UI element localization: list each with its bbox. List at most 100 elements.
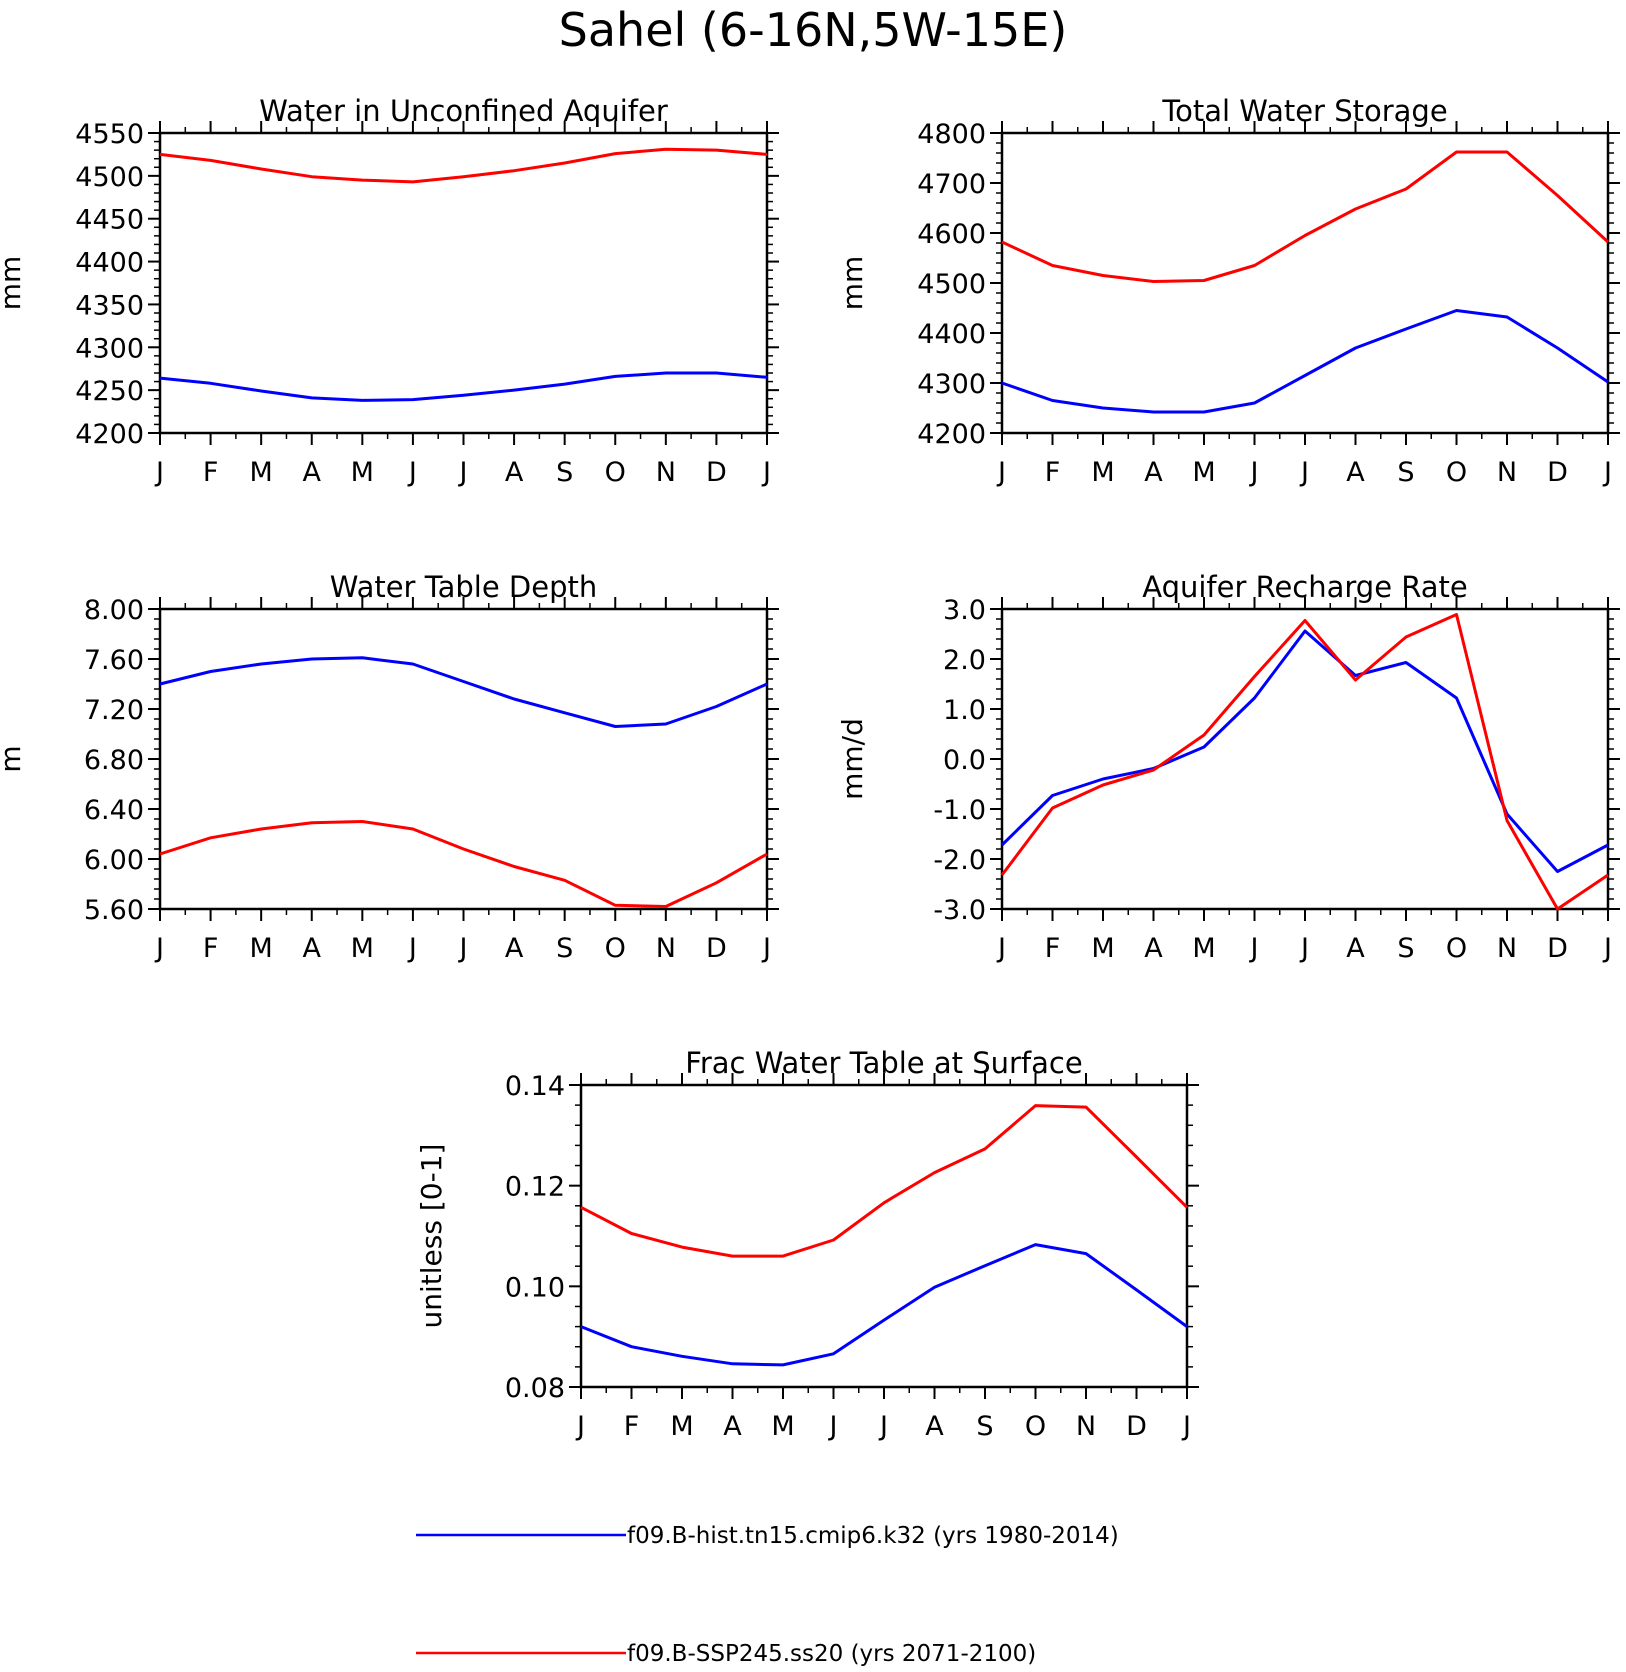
plot-frame xyxy=(158,607,769,911)
x-tick-label: J xyxy=(1602,457,1612,488)
x-tick-label: J xyxy=(761,457,771,488)
x-tick-label: A xyxy=(1144,933,1163,964)
plot-frame xyxy=(579,1083,1189,1389)
series-line xyxy=(1001,150,1610,283)
y-tick-label: 8.00 xyxy=(84,595,144,626)
y-tick-label: 4700 xyxy=(917,169,986,200)
x-tick-label: S xyxy=(1397,457,1414,488)
x-tick-label: O xyxy=(605,457,626,488)
legend-label: f09.B-hist.tn15.cmip6.k32 (yrs 1980-2014… xyxy=(627,1523,1119,1549)
x-tick-label: J xyxy=(154,457,164,488)
x-tick-label: J xyxy=(761,933,771,964)
x-tick-label: F xyxy=(624,1411,640,1442)
y-tick-label: 7.20 xyxy=(84,695,144,726)
x-tick-label: O xyxy=(1446,457,1467,488)
y-tick-label: 4500 xyxy=(75,162,144,193)
y-tick-label: 4350 xyxy=(75,290,144,321)
x-tick-label: A xyxy=(303,457,322,488)
y-tick-label: 1.0 xyxy=(943,695,986,726)
y-tick-label: 4250 xyxy=(75,376,144,407)
x-tick-label: F xyxy=(1045,933,1061,964)
x-tick-label: O xyxy=(605,933,626,964)
series-line xyxy=(580,1243,1188,1367)
x-tick-label: J xyxy=(1299,457,1309,488)
x-tick-label: D xyxy=(706,933,727,964)
x-tick-label: N xyxy=(1497,457,1517,488)
y-tick-label: 4400 xyxy=(75,248,144,279)
x-tick-label: J xyxy=(996,933,1006,964)
x-tick-label: A xyxy=(505,457,524,488)
x-tick-label: J xyxy=(828,1411,838,1442)
y-axis-label: mm xyxy=(0,256,27,311)
y-tick-label: 4200 xyxy=(917,419,986,450)
y-tick-label: 6.40 xyxy=(84,795,144,826)
y-axis-label: unitless [0-1] xyxy=(415,1144,448,1329)
x-tick-label: D xyxy=(706,457,727,488)
x-tick-label: J xyxy=(458,933,468,964)
x-tick-label: N xyxy=(656,933,676,964)
y-tick-label: 0.0 xyxy=(943,745,986,776)
x-tick-label: D xyxy=(1547,933,1568,964)
x-tick-label: J xyxy=(996,457,1006,488)
y-tick-label: 4500 xyxy=(917,269,986,300)
x-tick-label: A xyxy=(1346,933,1365,964)
x-tick-label: M xyxy=(250,933,273,964)
x-tick-label: M xyxy=(1091,933,1114,964)
series-line xyxy=(580,1104,1189,1258)
x-tick-label: A xyxy=(1144,457,1163,488)
x-tick-label: F xyxy=(1045,457,1061,488)
y-tick-label: 0.08 xyxy=(505,1373,565,1404)
x-tick-label: S xyxy=(556,457,573,488)
y-tick-label: 4800 xyxy=(917,119,986,150)
x-tick-label: J xyxy=(1249,457,1259,488)
x-tick-label: D xyxy=(1126,1411,1147,1442)
x-tick-label: J xyxy=(407,457,417,488)
y-tick-label: 6.00 xyxy=(84,845,144,876)
series-line xyxy=(159,820,768,908)
x-tick-label: M xyxy=(1192,933,1215,964)
y-tick-label: 6.80 xyxy=(84,745,144,776)
x-tick-label: J xyxy=(458,457,468,488)
x-tick-label: J xyxy=(575,1411,585,1442)
y-tick-label: -2.0 xyxy=(933,845,986,876)
y-tick-label: 0.14 xyxy=(505,1071,565,1102)
plot-frame xyxy=(1000,607,1610,911)
x-tick-label: M xyxy=(670,1411,693,1442)
legend-label: f09.B-SSP245.ss20 (yrs 2071-2100) xyxy=(627,1641,1036,1667)
x-tick-label: D xyxy=(1547,457,1568,488)
series-line xyxy=(1001,309,1609,414)
y-tick-label: 5.60 xyxy=(84,895,144,926)
y-tick-label: 4200 xyxy=(75,419,144,450)
x-tick-label: M xyxy=(1091,457,1114,488)
x-tick-label: S xyxy=(1397,933,1414,964)
y-tick-label: 3.0 xyxy=(943,595,986,626)
y-tick-label: 4300 xyxy=(917,369,986,400)
y-tick-label: 7.60 xyxy=(84,645,144,676)
x-tick-label: S xyxy=(556,933,573,964)
y-tick-label: 2.0 xyxy=(943,645,986,676)
plot-frame xyxy=(1000,131,1610,435)
x-tick-label: J xyxy=(1299,933,1309,964)
x-tick-label: S xyxy=(976,1411,993,1442)
x-tick-label: J xyxy=(1602,933,1612,964)
y-axis-label: mm/d xyxy=(836,718,869,800)
series-line xyxy=(159,147,768,184)
x-tick-label: J xyxy=(1181,1411,1191,1442)
x-tick-label: N xyxy=(656,457,676,488)
y-tick-label: -1.0 xyxy=(933,795,986,826)
series-line xyxy=(1000,629,1609,873)
x-tick-label: J xyxy=(407,933,417,964)
x-tick-label: M xyxy=(1192,457,1215,488)
y-tick-label: 4300 xyxy=(75,333,144,364)
legend: f09.B-hist.tn15.cmip6.k32 (yrs 1980-2014… xyxy=(416,1523,1119,1667)
x-tick-label: N xyxy=(1076,1411,1096,1442)
figure-title: Sahel (6-16N,5W-15E) xyxy=(559,3,1068,57)
x-tick-label: A xyxy=(723,1411,742,1442)
x-tick-label: M xyxy=(250,457,273,488)
y-tick-label: 4450 xyxy=(75,205,144,236)
